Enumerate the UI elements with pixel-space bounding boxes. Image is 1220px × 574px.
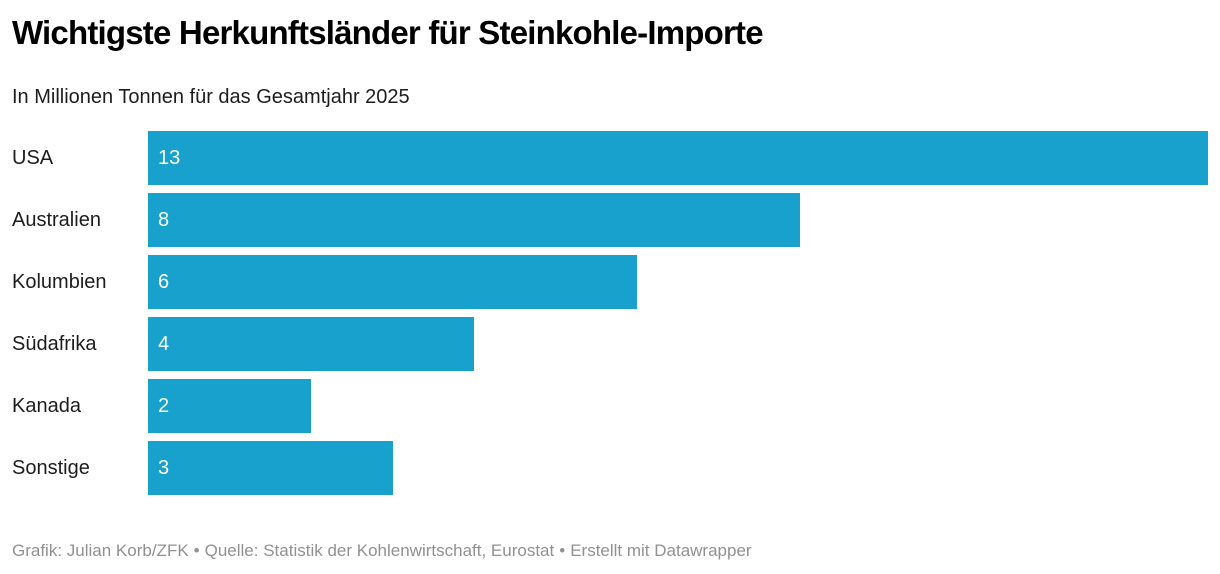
footer-separator: • [193,541,200,560]
category-label: Südafrika [12,332,97,355]
bar-track: 3 [148,441,1208,495]
bar-value-label: 4 [158,332,170,355]
bar-row: Australien 8 [12,193,1208,247]
bar-track: 13 [148,131,1208,185]
chart-title: Wichtigste Herkunftsländer für Steinkohl… [12,14,764,51]
bar-track: 6 [148,255,1208,309]
category-label: Sonstige [12,456,90,479]
bar-chart: USA 13 Australien 8 Kolumbien 6 Südafrik… [12,131,1208,495]
bar[interactable]: 13 [148,131,1208,185]
created-with-text: Erstellt mit Datawrapper [570,541,752,560]
bar[interactable]: 2 [148,379,312,433]
bar[interactable]: 3 [148,441,393,495]
footer-separator: • [559,541,566,560]
bar-track: 2 [148,379,1208,433]
bar-row: Kanada 2 [12,379,1208,433]
bar-row: Südafrika 4 [12,317,1208,371]
chart-subtitle: In Millionen Tonnen für das Gesamtjahr 2… [12,86,410,108]
bar-value-label: 6 [158,270,170,293]
bar-track: 4 [148,317,1208,371]
category-label: USA [12,146,54,169]
attribution-text: Grafik: Julian Korb/ZFK [12,541,189,560]
bar-value-label: 8 [158,208,170,231]
bar-track: 8 [148,193,1208,247]
source-text: Quelle: Statistik der Kohlenwirtschaft, … [204,541,555,560]
category-label: Australien [12,208,101,231]
bar[interactable]: 8 [148,193,801,247]
bar-row: USA 13 [12,131,1208,185]
bar-row: Sonstige 3 [12,441,1208,495]
bar-value-label: 13 [158,146,181,169]
category-label: Kanada [12,394,81,417]
bar[interactable]: 6 [148,255,638,309]
bar-value-label: 2 [158,394,170,417]
chart-footer: Grafik: Julian Korb/ZFK • Quelle: Statisti… [12,541,1208,561]
bar-value-label: 3 [158,456,170,479]
bar[interactable]: 4 [148,317,475,371]
category-label: Kolumbien [12,270,107,293]
bar-row: Kolumbien 6 [12,255,1208,309]
